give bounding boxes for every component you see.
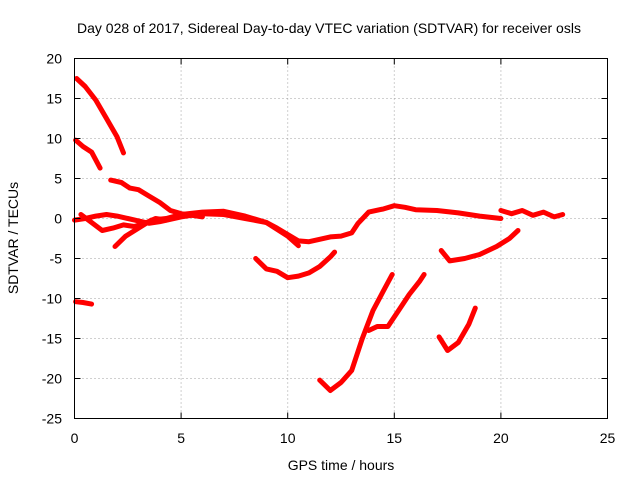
y-tick-label: -20 [42,371,62,387]
x-tick-label: 5 [177,430,185,446]
y-tick-label: 20 [46,51,62,67]
series-line-arc-12 [438,228,521,264]
y-tick-label: 10 [46,131,62,147]
y-tick-label: 15 [46,91,62,107]
y-tick-label: -10 [42,291,62,307]
y-axis-label: SDTVAR / TECUs [5,182,21,294]
y-tick-label: -25 [42,411,62,427]
series-line-arc-7 [112,208,301,249]
series-line-arc-9 [317,272,395,393]
x-axis-label: GPS time / hours [288,457,395,473]
y-tick-label: 0 [54,211,62,227]
plot-frame [74,58,608,419]
series-line-arc-10 [366,272,427,333]
x-tick-label: 10 [280,430,296,446]
x-tick-label: 25 [600,430,616,446]
axis-ticks: 0 5 10 15 20 25 -25 -20 -15 -10 -5 0 5 10 15 20 [42,51,616,447]
series-line-arc-1 [74,76,126,156]
y-tick-label: 5 [54,171,62,187]
y-tick-label: -5 [50,251,63,267]
series-line-arc-2 [73,137,103,171]
plot-area [72,76,566,393]
y-tick-label: -15 [42,331,62,347]
chart-title: Day 028 of 2017, Sidereal Day-to-day VTE… [77,20,581,36]
x-tick-label: 15 [387,430,403,446]
x-tick-label: 20 [493,430,509,446]
x-tick-label: 0 [71,430,79,446]
series-line-arc-11 [436,305,478,353]
series-line-arc-3 [73,299,95,307]
series-line-arc-13 [498,208,566,220]
series-line-arc-8 [253,249,338,281]
